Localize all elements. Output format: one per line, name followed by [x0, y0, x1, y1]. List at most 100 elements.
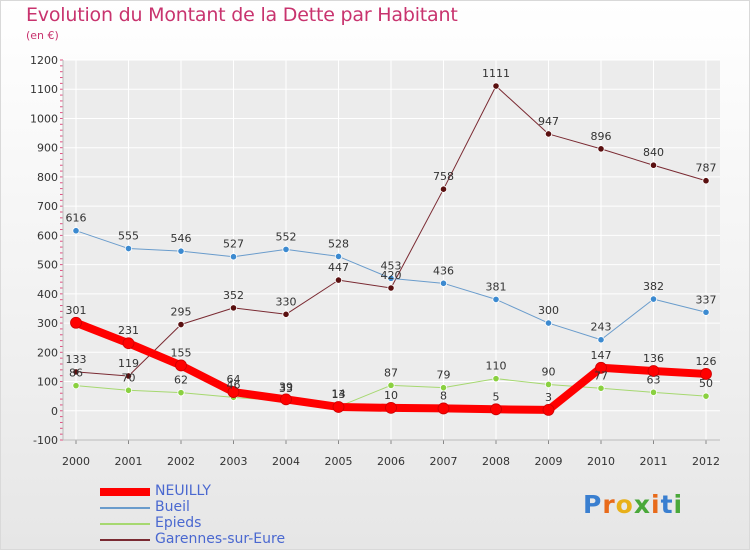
data-point-bueil	[439, 279, 448, 287]
data-point-neuilly	[332, 401, 345, 413]
legend-label-neuilly: NEUILLY	[155, 483, 211, 499]
data-label-bueil: 552	[276, 230, 297, 243]
logo-letter: x	[633, 490, 651, 519]
logo-letter: o	[615, 490, 634, 519]
data-point-epieds	[544, 380, 553, 389]
data-point-epieds	[72, 382, 80, 390]
data-point-bueil	[702, 308, 710, 316]
data-label-bueil: 528	[328, 237, 349, 250]
legend-item-neuilly: NEUILLY	[100, 483, 330, 500]
data-point-garennes-sur-eure	[124, 372, 133, 380]
data-point-neuilly	[647, 365, 660, 377]
data-point-bueil	[334, 252, 343, 261]
chart-title: Evolution du Montant de la Dette par Hab…	[26, 4, 458, 26]
data-label-garennes-sur-eure: 119	[118, 357, 139, 370]
data-point-epieds	[124, 386, 133, 394]
data-point-neuilly	[280, 393, 292, 406]
x-tick-label: 2011	[640, 455, 668, 468]
y-tick-label: 1200	[30, 54, 58, 67]
x-tick-label: 2004	[272, 455, 300, 468]
y-tick-label: 300	[37, 317, 58, 330]
y-tick-label: 400	[37, 288, 58, 301]
logo-letter: t	[660, 490, 674, 519]
data-point-neuilly	[70, 316, 82, 329]
x-tick-label: 2012	[692, 455, 720, 468]
data-label-neuilly: 147	[591, 349, 612, 362]
data-point-neuilly	[175, 359, 187, 372]
data-label-epieds: 14	[332, 388, 346, 401]
data-label-garennes-sur-eure: 896	[591, 130, 612, 143]
data-label-garennes-sur-eure: 787	[696, 162, 717, 175]
data-label-epieds: 110	[486, 360, 507, 373]
data-label-garennes-sur-eure: 420	[381, 269, 402, 282]
data-point-epieds	[597, 384, 605, 392]
data-label-garennes-sur-eure: 840	[643, 146, 664, 159]
x-tick-label: 2007	[430, 455, 458, 468]
data-label-bueil: 337	[696, 293, 717, 306]
data-point-bueil	[492, 295, 500, 303]
legend-label-epieds: Epieds	[155, 515, 202, 531]
data-label-garennes-sur-eure: 330	[276, 295, 297, 308]
y-tick-label: 1000	[30, 112, 58, 125]
legend-swatch-bueil	[100, 507, 150, 509]
data-label-epieds: 70	[122, 371, 136, 384]
y-tick-label: 600	[37, 229, 58, 242]
data-label-neuilly: 126	[696, 355, 717, 368]
data-point-bueil	[387, 274, 395, 282]
data-label-bueil: 453	[381, 259, 402, 272]
data-label-bueil: 527	[223, 238, 244, 251]
y-tick-label: 0	[51, 405, 58, 418]
x-tick-label: 2000	[62, 455, 90, 468]
data-point-neuilly	[595, 361, 607, 374]
x-tick-label: 2001	[115, 455, 143, 468]
y-tick-label: -100	[33, 434, 58, 447]
data-point-bueil	[72, 227, 80, 235]
data-label-garennes-sur-eure: 133	[66, 353, 87, 366]
y-tick-label: 500	[37, 259, 58, 272]
data-label-neuilly: 3	[545, 391, 552, 404]
data-point-neuilly	[437, 402, 450, 415]
x-tick-label: 2002	[167, 455, 195, 468]
data-point-garennes-sur-eure	[72, 368, 80, 376]
y-tick-label: 900	[37, 142, 58, 155]
data-label-epieds: 79	[437, 369, 451, 382]
data-point-garennes-sur-eure	[282, 310, 290, 318]
data-label-garennes-sur-eure: 447	[328, 261, 349, 274]
data-label-epieds: 90	[542, 365, 556, 378]
legend-item-bueil: Bueil	[100, 499, 330, 516]
x-tick-label: 2003	[220, 455, 248, 468]
x-tick-label: 2008	[482, 455, 510, 468]
data-point-garennes-sur-eure	[387, 284, 395, 292]
data-point-neuilly	[227, 386, 240, 398]
y-tick-label: 200	[37, 346, 58, 359]
data-point-garennes-sur-eure	[597, 145, 605, 153]
data-label-garennes-sur-eure: 758	[433, 170, 454, 183]
data-label-bueil: 381	[486, 280, 507, 293]
data-label-garennes-sur-eure: 295	[171, 306, 192, 319]
data-point-garennes-sur-eure	[702, 177, 710, 185]
data-point-bueil	[124, 244, 133, 253]
x-tick-label: 2006	[377, 455, 405, 468]
logo-letter: r	[602, 490, 616, 519]
data-point-epieds	[649, 388, 658, 396]
chart-subtitle: (en €)	[26, 29, 59, 42]
x-tick-label: 2010	[587, 455, 615, 468]
data-point-neuilly	[122, 337, 135, 350]
data-label-bueil: 243	[591, 321, 612, 334]
x-tick-label: 2005	[325, 455, 353, 468]
data-point-epieds	[439, 384, 448, 392]
data-point-bueil	[544, 319, 553, 327]
data-label-epieds: 46	[227, 378, 241, 391]
data-point-epieds	[177, 389, 185, 397]
data-label-neuilly: 64	[227, 373, 241, 386]
data-point-bueil	[649, 295, 658, 303]
x-tick-label: 2009	[535, 455, 563, 468]
data-label-epieds: 86	[69, 367, 83, 380]
data-point-neuilly	[385, 401, 397, 414]
data-label-bueil: 555	[118, 230, 139, 243]
data-point-bueil	[597, 336, 605, 344]
data-label-neuilly: 301	[66, 304, 87, 317]
data-label-epieds: 33	[279, 382, 293, 395]
data-point-neuilly	[542, 403, 555, 416]
